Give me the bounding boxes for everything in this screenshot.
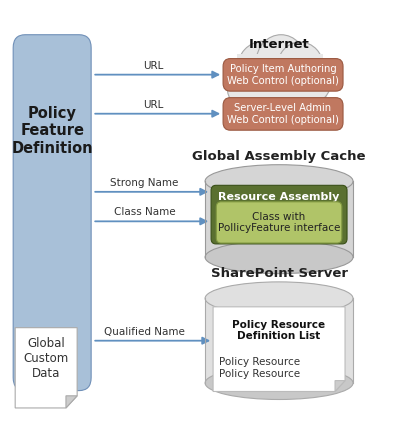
FancyBboxPatch shape [223,59,343,91]
Text: Global
Custom
Data: Global Custom Data [24,337,69,380]
Bar [205,181,353,257]
FancyBboxPatch shape [13,35,91,391]
Text: Internet: Internet [249,38,310,51]
Text: Server-Level Admin
Web Control (optional): Server-Level Admin Web Control (optional… [227,103,339,125]
Text: SharePoint Server: SharePoint Server [211,267,348,279]
Circle shape [270,80,308,122]
Text: Policy
Feature
Definition: Policy Feature Definition [11,106,93,156]
Circle shape [291,60,331,103]
Polygon shape [66,396,77,408]
Bar [233,89,327,113]
Text: Policy Item Authoring
Web Control (optional): Policy Item Authoring Web Control (optio… [227,64,339,85]
Text: Global Assembly Cache: Global Assembly Cache [192,150,366,162]
Text: Resource Assembly: Resource Assembly [219,192,340,202]
Circle shape [256,35,306,89]
Circle shape [277,42,324,92]
FancyBboxPatch shape [211,185,347,244]
Circle shape [237,41,289,98]
Circle shape [227,63,271,111]
Ellipse shape [205,282,353,315]
Bar [205,299,353,383]
Circle shape [286,77,322,116]
Polygon shape [213,307,345,391]
Ellipse shape [205,164,353,198]
Bar [237,54,323,108]
FancyBboxPatch shape [216,202,342,243]
Ellipse shape [205,366,353,399]
Ellipse shape [205,240,353,274]
Text: Class Name: Class Name [113,207,175,217]
Text: URL: URL [143,61,163,71]
Text: Policy Resource
Policy Resource: Policy Resource Policy Resource [219,357,300,378]
Text: Class with
PollicyFeature interface: Class with PollicyFeature interface [218,212,340,233]
Text: Strong Name: Strong Name [110,178,178,188]
Text: URL: URL [143,100,163,110]
Text: Qualified Name: Qualified Name [104,327,185,337]
Circle shape [253,80,292,122]
Text: Policy Resource
Definition List: Policy Resource Definition List [233,320,326,341]
Polygon shape [15,328,77,408]
Circle shape [239,79,274,117]
Polygon shape [335,381,345,391]
FancyBboxPatch shape [223,98,343,130]
